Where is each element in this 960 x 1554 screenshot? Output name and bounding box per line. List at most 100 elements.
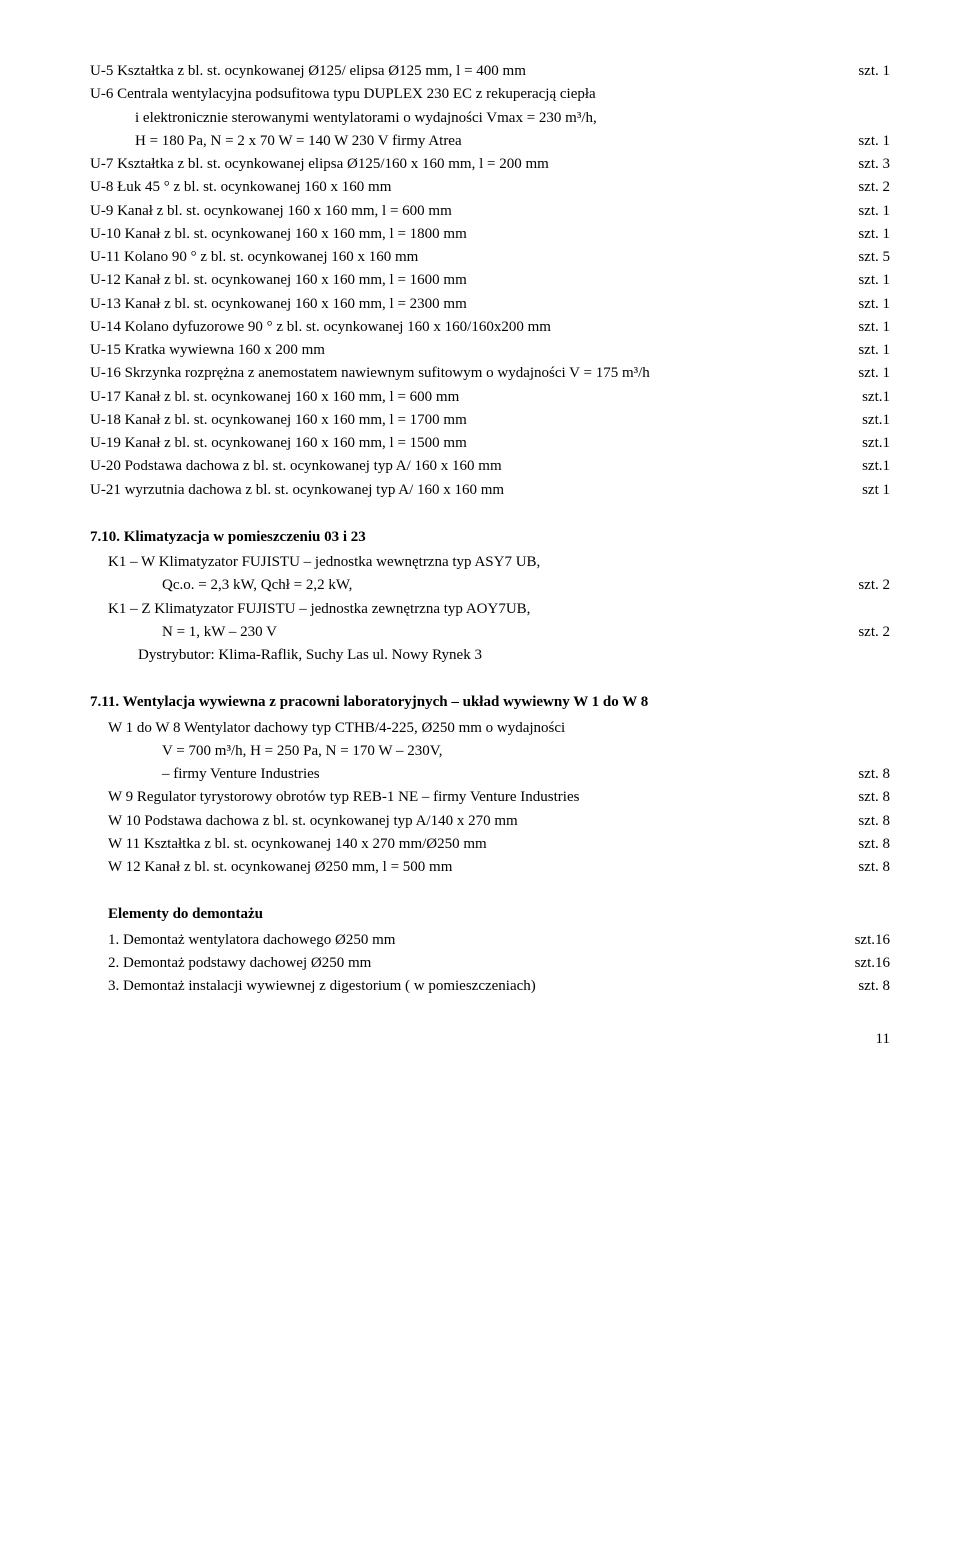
spec-text: U-7 Kształtka z bl. st. ocynkowanej elip…: [90, 153, 858, 176]
spec-qty: szt. 1: [858, 362, 890, 385]
spec-qty: szt. 1: [858, 316, 890, 339]
spec-text: U-17 Kanał z bl. st. ocynkowanej 160 x 1…: [90, 386, 862, 409]
page-number: 11: [90, 1028, 890, 1051]
spec-line: U-15 Kratka wywiewna 160 x 200 mmszt. 1: [90, 339, 890, 362]
spec-text: Dystrybutor: Klima-Raflik, Suchy Las ul.…: [90, 644, 890, 667]
spec-line: W 1 do W 8 Wentylator dachowy typ CTHB/4…: [90, 717, 890, 740]
spec-text: Qc.o. = 2,3 kW, Qchł = 2,2 kW,: [90, 574, 858, 597]
elements-title: Elementy do demontażu: [90, 903, 890, 926]
spec-line: U-13 Kanał z bl. st. ocynkowanej 160 x 1…: [90, 293, 890, 316]
spec-qty: szt. 8: [858, 975, 890, 998]
spec-line: U-18 Kanał z bl. st. ocynkowanej 160 x 1…: [90, 409, 890, 432]
document-body: U-5 Kształtka z bl. st. ocynkowanej Ø125…: [90, 60, 890, 1052]
spec-qty: szt. 5: [858, 246, 890, 269]
spec-text: U-11 Kolano 90 ° z bl. st. ocynkowanej 1…: [90, 246, 858, 269]
spec-qty: szt. 1: [858, 223, 890, 246]
spec-text: U-5 Kształtka z bl. st. ocynkowanej Ø125…: [90, 60, 858, 83]
spec-line: W 11 Kształtka z bl. st. ocynkowanej 140…: [90, 833, 890, 856]
spec-line: i elektronicznie sterowanymi wentylatora…: [90, 107, 890, 130]
spec-line: U-9 Kanał z bl. st. ocynkowanej 160 x 16…: [90, 200, 890, 223]
spec-line: V = 700 m³/h, H = 250 Pa, N = 170 W – 23…: [90, 740, 890, 763]
spec-line: Qc.o. = 2,3 kW, Qchł = 2,2 kW,szt. 2: [90, 574, 890, 597]
spec-text: K1 – Z Klimatyzator FUJISTU – jednostka …: [90, 598, 890, 621]
spec-text: U-16 Skrzynka rozprężna z anemostatem na…: [90, 362, 858, 385]
spec-qty: szt.1: [862, 386, 890, 409]
spec-text: N = 1, kW – 230 V: [90, 621, 858, 644]
spec-line: U-5 Kształtka z bl. st. ocynkowanej Ø125…: [90, 60, 890, 83]
spec-line: W 12 Kanał z bl. st. ocynkowanej Ø250 mm…: [90, 856, 890, 879]
spec-text: U-15 Kratka wywiewna 160 x 200 mm: [90, 339, 858, 362]
spec-line: 1. Demontaż wentylatora dachowego Ø250 m…: [90, 929, 890, 952]
spec-qty: szt.1: [862, 455, 890, 478]
spec-qty: szt.16: [855, 929, 890, 952]
spec-qty: szt. 1: [858, 339, 890, 362]
spec-line: U-7 Kształtka z bl. st. ocynkowanej elip…: [90, 153, 890, 176]
spec-line: W 10 Podstawa dachowa z bl. st. ocynkowa…: [90, 810, 890, 833]
spec-line: 3. Demontaż instalacji wywiewnej z diges…: [90, 975, 890, 998]
spec-text: U-8 Łuk 45 ° z bl. st. ocynkowanej 160 x…: [90, 176, 858, 199]
spec-qty: szt. 1: [858, 60, 890, 83]
spec-text: U-19 Kanał z bl. st. ocynkowanej 160 x 1…: [90, 432, 862, 455]
spec-line: N = 1, kW – 230 Vszt. 2: [90, 621, 890, 644]
spec-line: K1 – W Klimatyzator FUJISTU – jednostka …: [90, 551, 890, 574]
spec-line: H = 180 Pa, N = 2 x 70 W = 140 W 230 V f…: [90, 130, 890, 153]
spec-text: U-10 Kanał z bl. st. ocynkowanej 160 x 1…: [90, 223, 858, 246]
spec-text: i elektronicznie sterowanymi wentylatora…: [90, 107, 890, 130]
spec-line: U-16 Skrzynka rozprężna z anemostatem na…: [90, 362, 890, 385]
spec-qty: szt. 1: [858, 130, 890, 153]
spec-text: V = 700 m³/h, H = 250 Pa, N = 170 W – 23…: [90, 740, 890, 763]
spec-line: U-17 Kanał z bl. st. ocynkowanej 160 x 1…: [90, 386, 890, 409]
spec-qty: szt. 8: [858, 763, 890, 786]
spec-text: U-21 wyrzutnia dachowa z bl. st. ocynkow…: [90, 479, 862, 502]
spec-line: U-19 Kanał z bl. st. ocynkowanej 160 x 1…: [90, 432, 890, 455]
spec-text: U-14 Kolano dyfuzorowe 90 ° z bl. st. oc…: [90, 316, 858, 339]
spec-qty: szt. 1: [858, 200, 890, 223]
spec-qty: szt. 2: [858, 574, 890, 597]
spec-text: H = 180 Pa, N = 2 x 70 W = 140 W 230 V f…: [90, 130, 858, 153]
spec-line: U-8 Łuk 45 ° z bl. st. ocynkowanej 160 x…: [90, 176, 890, 199]
spec-text: K1 – W Klimatyzator FUJISTU – jednostka …: [90, 551, 890, 574]
spec-text: W 11 Kształtka z bl. st. ocynkowanej 140…: [90, 833, 858, 856]
spec-qty: szt. 1: [858, 293, 890, 316]
spec-qty: szt.16: [855, 952, 890, 975]
spec-line: W 9 Regulator tyrystorowy obrotów typ RE…: [90, 786, 890, 809]
spec-line: U-11 Kolano 90 ° z bl. st. ocynkowanej 1…: [90, 246, 890, 269]
spec-qty: szt. 8: [858, 833, 890, 856]
spec-line: K1 – Z Klimatyzator FUJISTU – jednostka …: [90, 598, 890, 621]
spec-qty: szt. 8: [858, 786, 890, 809]
spec-text: W 1 do W 8 Wentylator dachowy typ CTHB/4…: [90, 717, 890, 740]
spec-text: U-18 Kanał z bl. st. ocynkowanej 160 x 1…: [90, 409, 862, 432]
spec-text: W 9 Regulator tyrystorowy obrotów typ RE…: [90, 786, 858, 809]
spec-text: – firmy Venture Industries: [90, 763, 858, 786]
spec-text: U-13 Kanał z bl. st. ocynkowanej 160 x 1…: [90, 293, 858, 316]
spec-line: – firmy Venture Industriesszt. 8: [90, 763, 890, 786]
section-title-711: 7.11. Wentylacja wywiewna z pracowni lab…: [90, 691, 890, 714]
spec-text: U-12 Kanał z bl. st. ocynkowanej 160 x 1…: [90, 269, 858, 292]
spec-text: 3. Demontaż instalacji wywiewnej z diges…: [90, 975, 858, 998]
spec-qty: szt. 3: [858, 153, 890, 176]
section-title-710: 7.10. Klimatyzacja w pomieszczeniu 03 i …: [90, 526, 890, 549]
spec-text: W 10 Podstawa dachowa z bl. st. ocynkowa…: [90, 810, 858, 833]
spec-line: U-6 Centrala wentylacyjna podsufitowa ty…: [90, 83, 890, 106]
spec-qty: szt 1: [862, 479, 890, 502]
spec-qty: szt. 8: [858, 856, 890, 879]
spec-text: U-6 Centrala wentylacyjna podsufitowa ty…: [90, 83, 890, 106]
spec-text: U-9 Kanał z bl. st. ocynkowanej 160 x 16…: [90, 200, 858, 223]
spec-line: Dystrybutor: Klima-Raflik, Suchy Las ul.…: [90, 644, 890, 667]
spec-text: W 12 Kanał z bl. st. ocynkowanej Ø250 mm…: [90, 856, 858, 879]
spec-line: U-14 Kolano dyfuzorowe 90 ° z bl. st. oc…: [90, 316, 890, 339]
spec-line: U-21 wyrzutnia dachowa z bl. st. ocynkow…: [90, 479, 890, 502]
spec-line: U-12 Kanał z bl. st. ocynkowanej 160 x 1…: [90, 269, 890, 292]
spec-qty: szt. 2: [858, 176, 890, 199]
spec-qty: szt.1: [862, 409, 890, 432]
spec-qty: szt. 2: [858, 621, 890, 644]
spec-line: U-20 Podstawa dachowa z bl. st. ocynkowa…: [90, 455, 890, 478]
spec-line: 2. Demontaż podstawy dachowej Ø250 mmszt…: [90, 952, 890, 975]
spec-text: U-20 Podstawa dachowa z bl. st. ocynkowa…: [90, 455, 862, 478]
spec-line: U-10 Kanał z bl. st. ocynkowanej 160 x 1…: [90, 223, 890, 246]
spec-qty: szt. 1: [858, 269, 890, 292]
spec-qty: szt. 8: [858, 810, 890, 833]
spec-text: 2. Demontaż podstawy dachowej Ø250 mm: [90, 952, 855, 975]
spec-qty: szt.1: [862, 432, 890, 455]
spec-text: 1. Demontaż wentylatora dachowego Ø250 m…: [90, 929, 855, 952]
